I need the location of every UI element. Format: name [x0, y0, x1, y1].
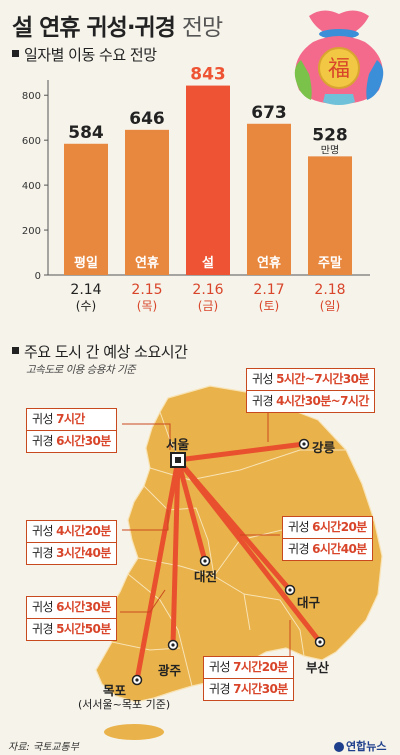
- source-note: 자료: 국토교통부: [8, 742, 79, 753]
- city-seoul: 서울: [166, 437, 190, 452]
- route-lines: [134, 441, 323, 683]
- note-basis: 고속도로 이용 승용차 기준: [26, 364, 136, 376]
- box-gwangju: 귀성 6시간30분 귀경 5시간50분: [26, 596, 117, 641]
- bag-glyph: 福: [328, 57, 350, 82]
- x-date-label: 2.14: [70, 282, 101, 298]
- section-daily-demand: 일자별 이동 수요 전망: [12, 44, 157, 65]
- city-daejeon: 대전: [194, 569, 218, 584]
- x-weekday-label: (금): [198, 299, 218, 313]
- bar-category-label: 평일: [74, 255, 98, 271]
- y-tick-label: 0: [35, 271, 41, 282]
- city-marker-dots: [135, 442, 322, 682]
- bar: [125, 129, 169, 275]
- bar-value: 528: [312, 125, 348, 145]
- city-mokpo: 목포: [103, 683, 127, 698]
- jeju-island: [104, 724, 164, 740]
- bar-category-label: 연휴: [135, 255, 159, 271]
- city-busan: 부산: [306, 660, 330, 675]
- page-title: 설 연휴 귀성·귀경 전망: [12, 8, 223, 42]
- bar-value: 584: [68, 123, 104, 143]
- y-tick-label: 400: [22, 181, 41, 192]
- x-date-label: 2.15: [131, 282, 162, 298]
- bar-chart: 0 200 400 600 800 584 평일 2.14(수) 646 연휴 2.15(목) 843…: [22, 66, 370, 313]
- bar-category-label: 설: [202, 256, 214, 271]
- bar-value: 646: [129, 109, 165, 129]
- x-weekday-label: (목): [137, 299, 157, 313]
- x-date-label: 2.16: [192, 282, 223, 298]
- box-northwest: 귀성 7시간 귀경 6시간30분: [26, 408, 117, 453]
- city-daegu: 대구: [297, 595, 321, 610]
- korea-map: [95, 385, 383, 740]
- route-mokpo: [134, 457, 181, 683]
- box-daejeon: 귀성 4시간20분 귀경 3시간40분: [26, 520, 117, 565]
- bar: [308, 156, 352, 275]
- title-bold: 설 연휴 귀성·귀경: [12, 15, 176, 41]
- bar: [247, 123, 291, 275]
- route-daejeon: [175, 457, 208, 564]
- x-weekday-label: (일): [320, 299, 340, 313]
- bar-category-label: 주말: [318, 256, 342, 271]
- y-tick-label: 200: [22, 226, 41, 237]
- x-weekday-label: (토): [259, 299, 279, 313]
- lucky-bag-icon: 福: [294, 10, 384, 105]
- box-daegu: 귀성 6시간20분 귀경 6시간40분: [282, 516, 373, 561]
- x-weekday-label: (수): [76, 299, 96, 313]
- section-travel-time: 주요 도시 간 예상 소요시간: [12, 341, 188, 362]
- city-gangneung: 강릉: [312, 440, 336, 455]
- box-gangneung: 귀성 5시간~7시간30분 귀경 4시간30분~7시간: [246, 368, 375, 413]
- y-tick-label: 600: [22, 136, 41, 147]
- box-busan: 귀성 7시간20분 귀경 7시간30분: [203, 656, 294, 701]
- city-gwangju: 광주: [158, 663, 182, 678]
- yonhap-logo: 연합뉴스: [334, 738, 386, 754]
- unit-label: 만명: [321, 144, 339, 156]
- bar-category-label: 연휴: [257, 255, 281, 271]
- mokpo-note: (서서울~목포 기준): [78, 698, 171, 711]
- title-light: 전망: [181, 15, 223, 41]
- bar-value: 843: [190, 66, 226, 85]
- route-gwangju: [170, 457, 181, 648]
- y-tick-label: 800: [22, 91, 41, 102]
- bar: [186, 85, 230, 275]
- x-date-label: 2.18: [314, 282, 345, 298]
- route-gangneung: [175, 441, 307, 463]
- yonhap-logo-icon: [334, 742, 344, 752]
- route-busan: [175, 457, 323, 645]
- bar-value: 673: [251, 103, 287, 123]
- x-date-label: 2.17: [253, 282, 284, 298]
- bar: [64, 143, 108, 275]
